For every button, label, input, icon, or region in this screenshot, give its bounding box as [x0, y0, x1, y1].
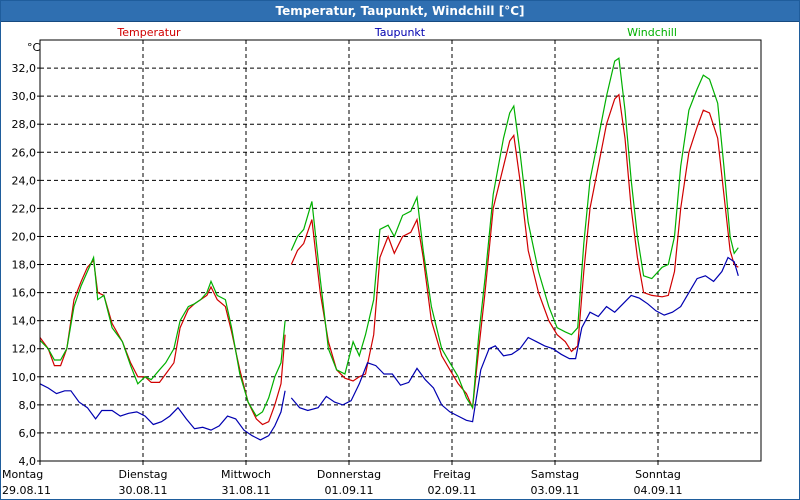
x-day-label: Sonntag: [635, 468, 681, 481]
legend-temperatur: Temperatur: [116, 26, 181, 39]
chart-svg: 4,0 6,0 8,0 10,0 12,0 14,0 16,0 18,0 20,0 22,0 24,…: [2, 26, 762, 497]
x-date-label: 31.08.11: [222, 484, 271, 497]
window-title: Temperatur, Taupunkt, Windchill [°C]: [1, 1, 799, 22]
grid: [40, 40, 761, 461]
y-tick-label: 28,0: [12, 118, 37, 131]
x-date-label: 29.08.11: [2, 484, 51, 497]
y-tick-label: 32,0: [12, 62, 37, 75]
series-line-taupunkt: [290, 256, 739, 423]
y-axis: 4,0 6,0 8,0 10,0 12,0 14,0 16,0 18,0 20,0 22,0 24,…: [12, 62, 40, 468]
y-tick-label: 26,0: [12, 146, 37, 159]
x-day-label: Dienstag: [118, 468, 167, 481]
series-line-taupunkt: [39, 383, 286, 441]
x-day-label: Freitag: [433, 468, 471, 481]
y-tick-label: 10,0: [12, 371, 37, 384]
x-date-label: 01.09.11: [325, 484, 374, 497]
legend: Temperatur Taupunkt Windchill: [116, 26, 677, 39]
y-tick-label: 18,0: [12, 259, 37, 272]
y-tick-label: 6,0: [19, 427, 37, 440]
y-tick-label: 22,0: [12, 202, 37, 215]
series-line-temperatur: [290, 93, 739, 411]
y-axis-unit: °C: [27, 41, 41, 54]
x-date-label: 04.09.11: [634, 484, 683, 497]
x-day-label: Samstag: [531, 468, 579, 481]
x-day-label: Donnerstag: [317, 468, 381, 481]
x-day-label: Montag: [2, 468, 43, 481]
series-line-windchill: [290, 57, 739, 410]
x-axis: Montag 29.08.11 Dienstag 30.08.11 Mittwoch 31…: [2, 461, 682, 497]
legend-windchill: Windchill: [627, 26, 677, 39]
series-lines: [39, 57, 739, 441]
x-date-label: 30.08.11: [119, 484, 168, 497]
y-tick-label: 30,0: [12, 90, 37, 103]
plot-frame: [39, 39, 762, 462]
x-day-label: Mittwoch: [221, 468, 271, 481]
y-tick-label: 24,0: [12, 174, 37, 187]
y-tick-label: 8,0: [19, 399, 37, 412]
y-tick-label: 14,0: [12, 315, 37, 328]
x-date-label: 02.09.11: [428, 484, 477, 497]
y-tick-label: 16,0: [12, 287, 37, 300]
legend-taupunkt: Taupunkt: [374, 26, 426, 39]
x-date-label: 03.09.11: [531, 484, 580, 497]
y-tick-label: 12,0: [12, 343, 37, 356]
y-tick-label: 4,0: [19, 455, 37, 468]
series-line-windchill: [39, 255, 286, 417]
y-tick-label: 20,0: [12, 230, 37, 243]
